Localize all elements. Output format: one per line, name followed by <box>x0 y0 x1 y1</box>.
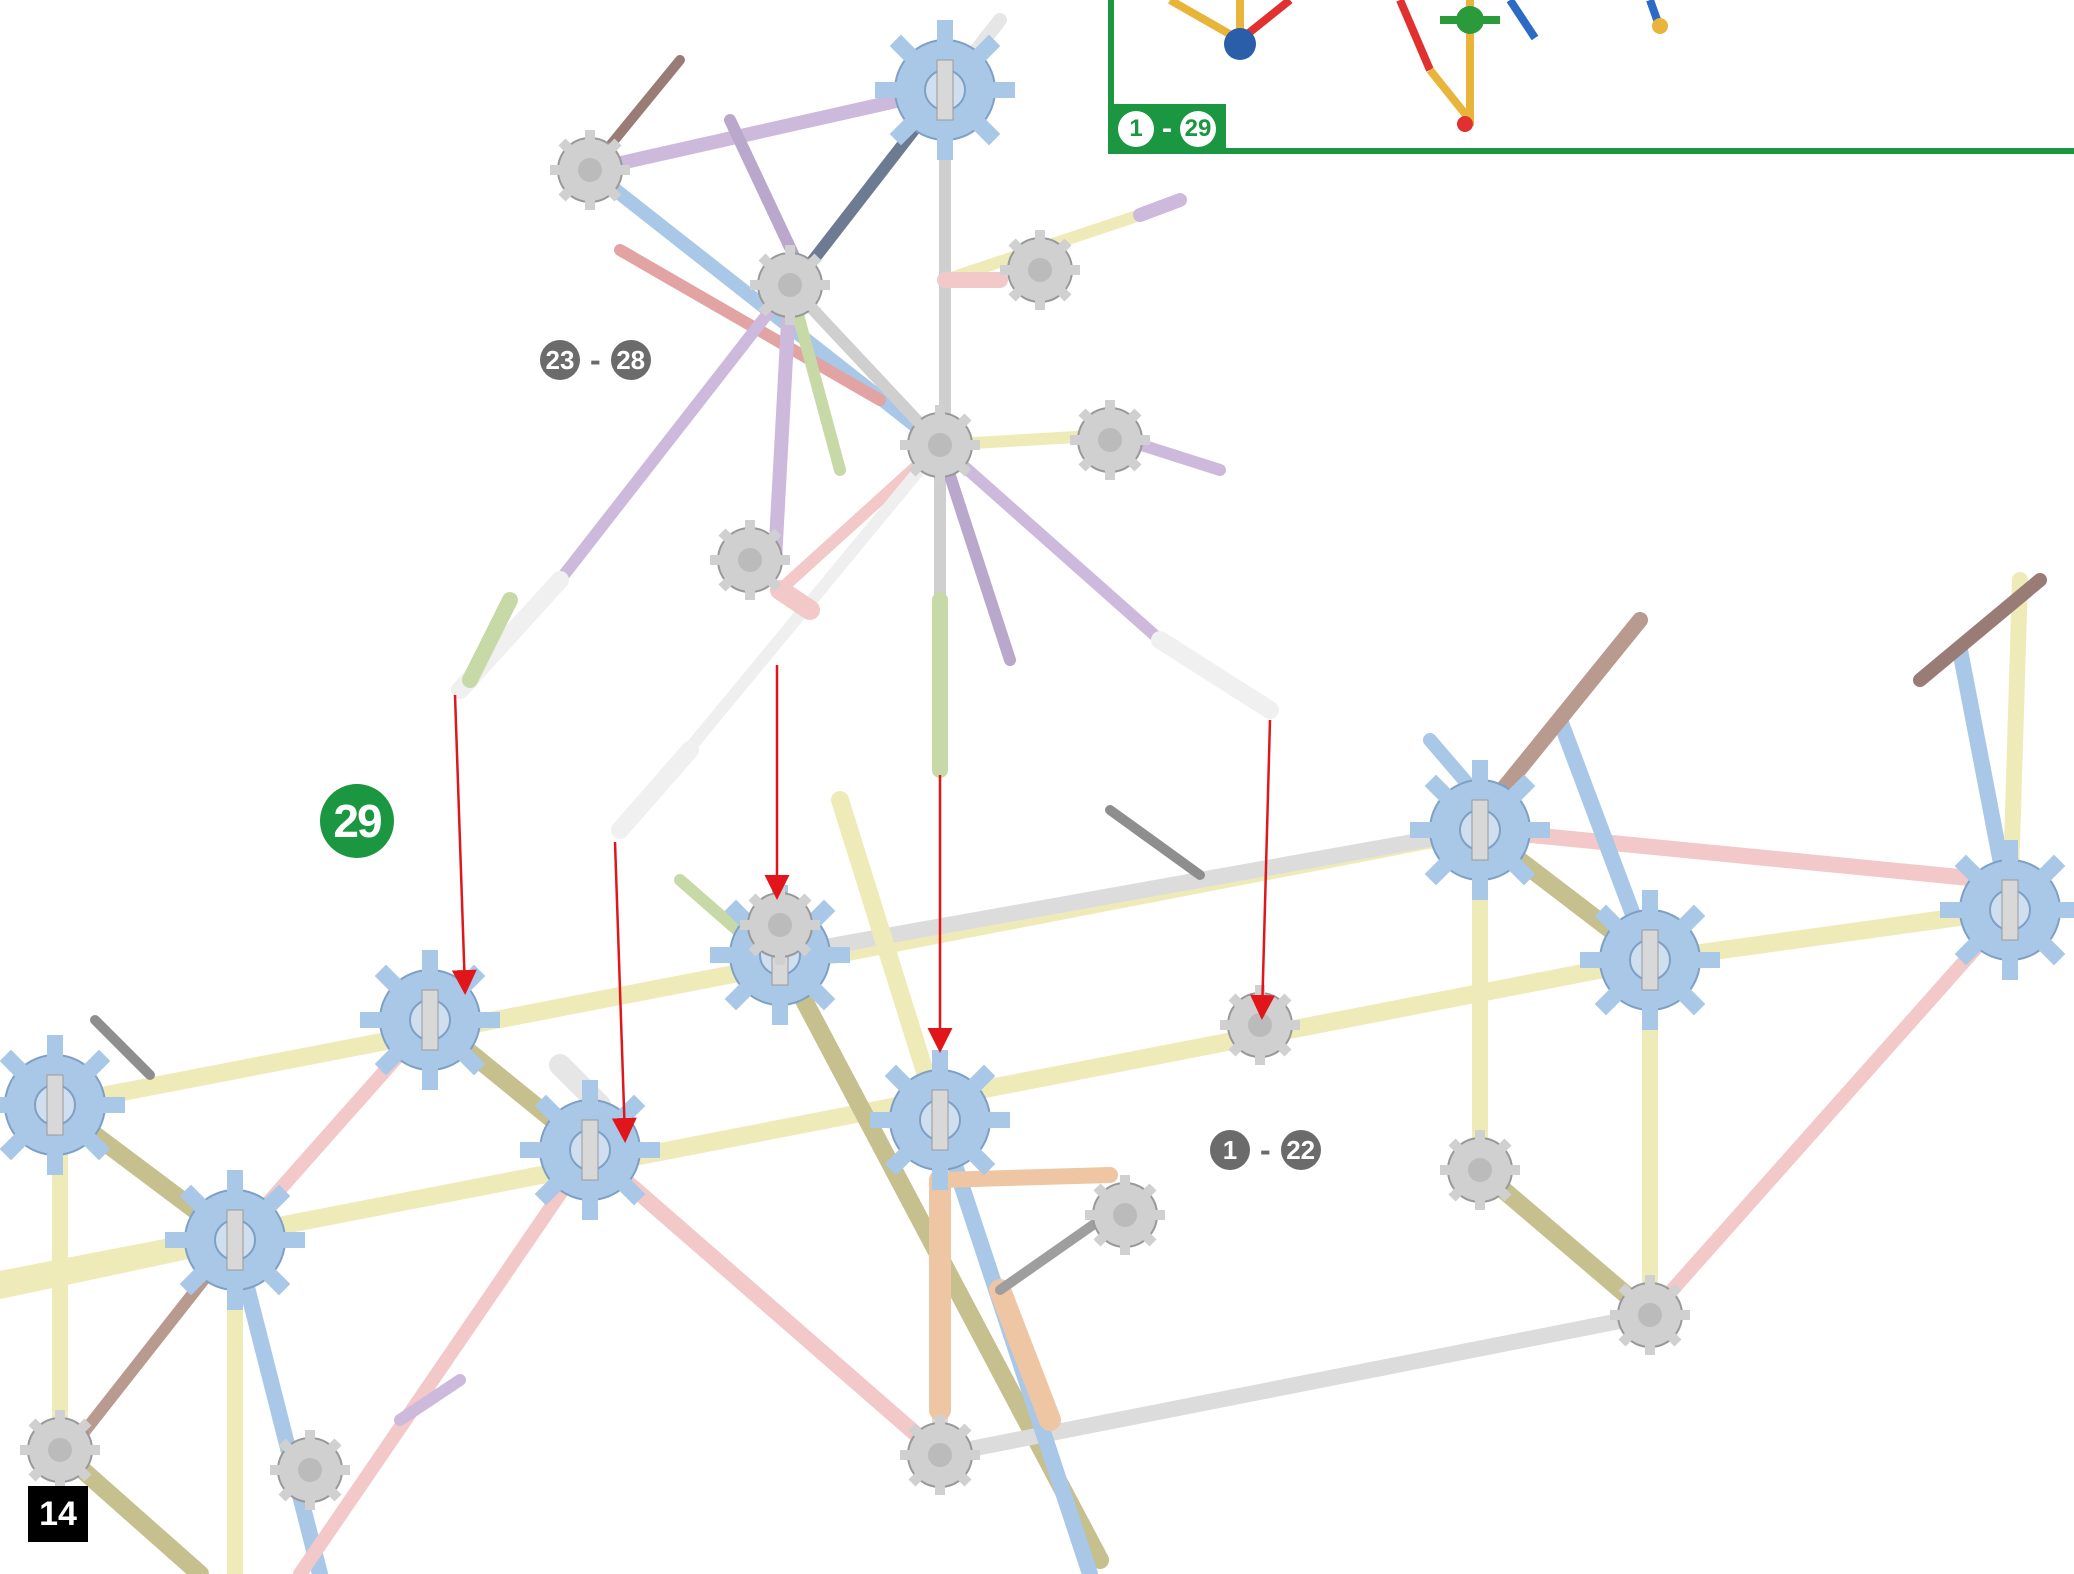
arrow-2 <box>611 841 637 1143</box>
assembly-arrows <box>451 665 1276 1143</box>
inset-range-separator: - <box>1162 112 1172 145</box>
inset-frame <box>1108 0 2074 154</box>
sub-assembly <box>451 13 1279 839</box>
callout-range-separator: - <box>1260 1131 1271 1168</box>
callout-range-start: 23 <box>540 340 580 380</box>
callout-base-range: 1 - 22 <box>1210 1130 1321 1170</box>
inset-thumbnail <box>1168 0 1668 132</box>
inset-range-label: 1 - 29 <box>1108 104 1226 154</box>
callout-range-separator: - <box>590 341 601 378</box>
step-number: 29 <box>320 784 394 858</box>
callout-range-end: 28 <box>610 340 651 380</box>
callout-sub-assembly-range: 23 - 28 <box>540 340 651 380</box>
inset-range-start: 1 <box>1118 111 1154 147</box>
callout-range-end: 22 <box>1280 1130 1321 1170</box>
base-structure <box>0 572 2047 1574</box>
arrow-5 <box>1250 719 1276 1020</box>
arrow-1 <box>451 694 477 995</box>
page-number: 14 <box>28 1486 88 1542</box>
inset-range-end: 29 <box>1180 111 1216 147</box>
callout-range-start: 1 <box>1210 1130 1250 1170</box>
